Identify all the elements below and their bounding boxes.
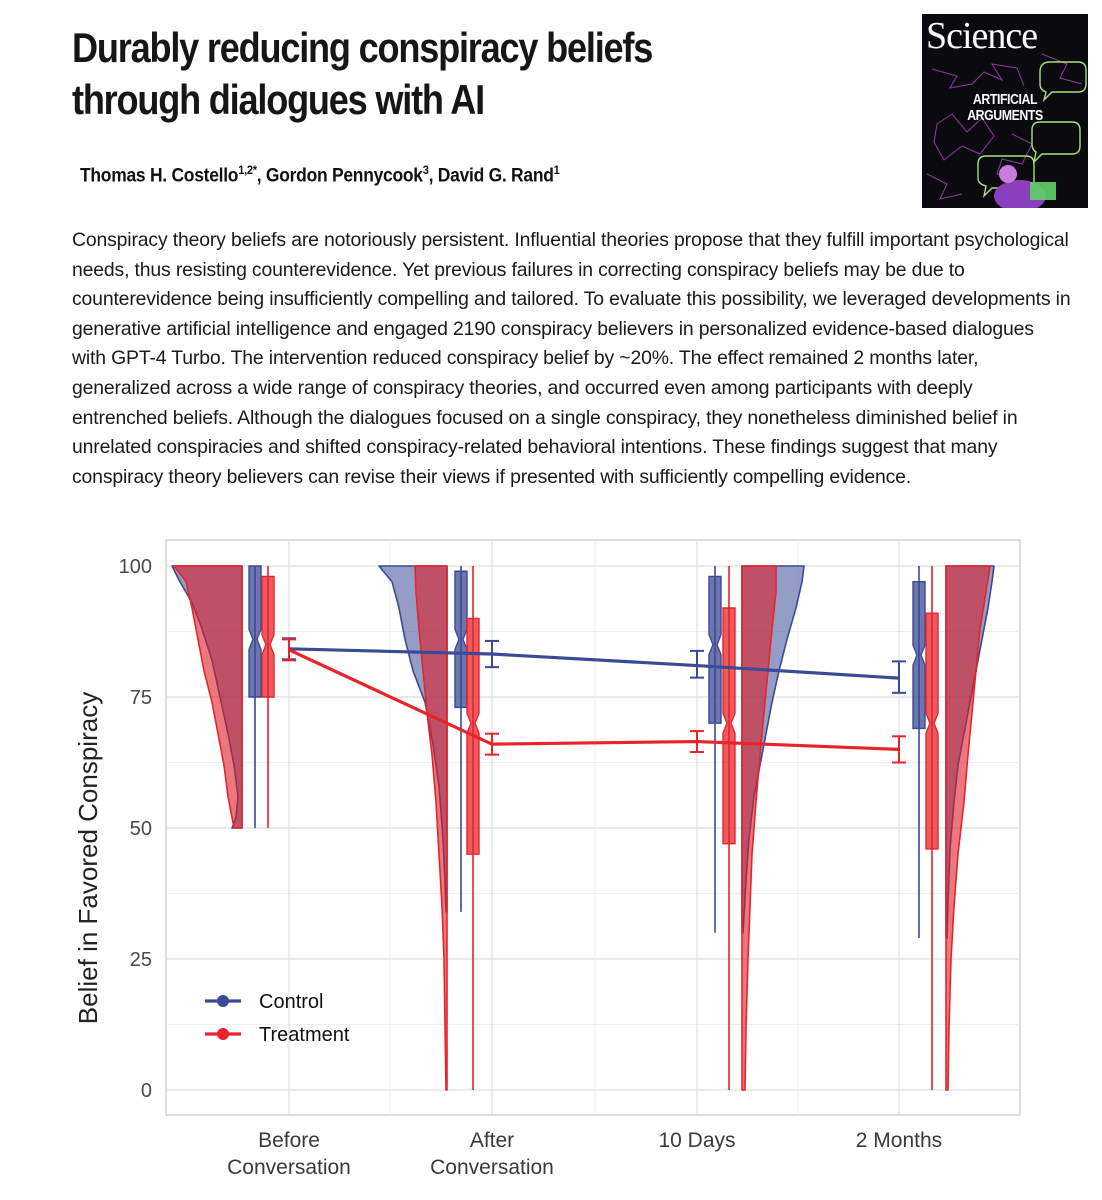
legend-key-dot: [217, 1028, 229, 1040]
author-name: David G. Rand: [437, 165, 554, 187]
grid-lines: [166, 540, 1020, 1115]
author-affiliation: 1: [553, 163, 560, 177]
belief-chart: 0 25 50 75 100 Before Conversation After Conver…: [73, 539, 1021, 1179]
y-tick-labels: 0 25 50 75 100: [119, 556, 152, 1102]
mean-line-control: [288, 647, 900, 680]
legend-key-dot: [217, 995, 229, 1007]
abstract-text: Conspiracy theory beliefs are notoriousl…: [72, 229, 1071, 488]
y-tick-label: 25: [130, 949, 152, 971]
x-tick-label: Before Conversation: [227, 1129, 351, 1179]
violin-shape: [173, 565, 243, 829]
author-name: Thomas H. Costello: [80, 165, 239, 187]
cover-masthead: Science: [926, 15, 1038, 57]
mean-line-layer: [282, 637, 906, 764]
legend-label: Control: [259, 991, 323, 1013]
y-tick-label: 100: [119, 556, 152, 578]
mean-line-treatment: [288, 648, 900, 751]
y-tick-label: 0: [141, 1080, 152, 1102]
cover-artwork: [922, 14, 1088, 208]
y-tick-label: 50: [130, 818, 152, 840]
y-axis-title: Belief in Favored Conspiracy: [73, 692, 103, 1024]
x-tick-label: 10 Days: [658, 1129, 735, 1152]
author-affiliation: 1,2*: [238, 163, 257, 177]
author-affiliation: 3: [422, 163, 429, 177]
cover-headline: ARTIFICIAL ARGUMENTS: [967, 92, 1043, 124]
box-body: [912, 581, 926, 730]
violin-shape: [945, 565, 991, 1091]
box-body: [261, 575, 275, 698]
author-separator: ,: [256, 165, 266, 187]
x-tick-label: After Conversation: [430, 1129, 554, 1179]
cover-figure: [994, 165, 1056, 208]
box-body: [925, 612, 939, 850]
box-body: [708, 575, 722, 724]
legend: Control Treatment: [205, 991, 350, 1046]
x-tick-labels: Before Conversation After Conversation 10 Da…: [227, 1129, 942, 1179]
article-title: Durably reducing conspiracy beliefs thro…: [72, 24, 653, 123]
author-list: Thomas H. Costello1,2*, Gordon Pennycook…: [80, 163, 560, 187]
x-tick-label: 2 Months: [856, 1129, 942, 1152]
box-body: [248, 565, 262, 698]
legend-label: Treatment: [259, 1024, 350, 1046]
journal-cover: Science ARTIFICIAL ARGUMENTS: [922, 14, 1088, 208]
violin-shape: [741, 565, 777, 1091]
y-tick-label: 75: [130, 687, 152, 709]
author-separator: ,: [428, 165, 438, 187]
author-name: Gordon Pennycook: [265, 165, 423, 187]
violin-shape: [414, 565, 448, 1091]
